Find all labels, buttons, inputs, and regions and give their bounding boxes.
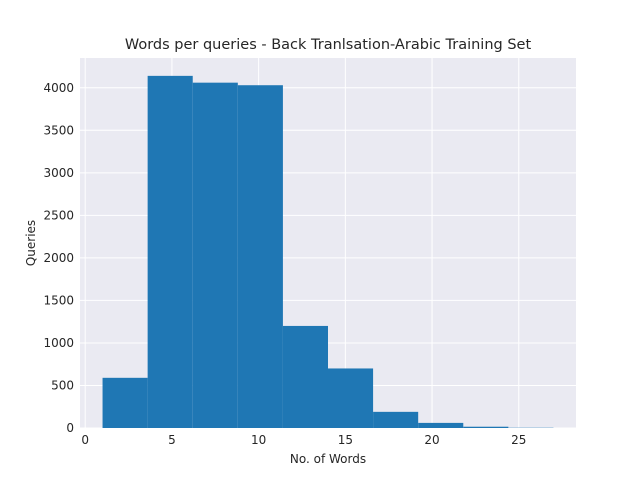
histogram-bar	[147, 75, 193, 429]
histogram-bar	[328, 368, 374, 428]
y-tick-label: 2000	[43, 251, 74, 265]
x-tick-label: 25	[511, 433, 526, 447]
x-tick-label: 20	[424, 433, 439, 447]
chart-title: Words per queries - Back Tranlsation-Ara…	[125, 37, 532, 53]
histogram-bar	[418, 422, 464, 428]
y-tick-label: 4000	[43, 81, 74, 95]
histogram-bar	[373, 411, 419, 428]
x-axis-ticks: 0 5 10 15 20 25	[81, 433, 526, 447]
x-tick-label: 5	[168, 433, 176, 447]
histogram-bar	[463, 426, 509, 428]
y-tick-label: 0	[66, 421, 74, 435]
y-tick-label: 3000	[43, 166, 74, 180]
histogram-bar	[192, 82, 238, 429]
x-axis-label: No. of Words	[290, 452, 366, 466]
y-tick-label: 2500	[43, 208, 74, 222]
y-tick-label: 1500	[43, 293, 74, 307]
histogram-bar	[237, 85, 283, 429]
x-tick-label: 0	[81, 433, 89, 447]
x-tick-label: 10	[251, 433, 266, 447]
x-tick-label: 15	[338, 433, 353, 447]
y-axis-label: Queries	[24, 220, 38, 266]
histogram-bars	[102, 75, 554, 429]
y-axis-ticks: 0 500 1000 1500 2000 2500 3000 3500 4000	[43, 81, 74, 435]
y-tick-label: 3500	[43, 123, 74, 137]
histogram-bar	[102, 377, 148, 428]
y-tick-label: 1000	[43, 336, 74, 350]
y-tick-label: 500	[51, 378, 74, 392]
histogram-bar	[282, 325, 328, 428]
